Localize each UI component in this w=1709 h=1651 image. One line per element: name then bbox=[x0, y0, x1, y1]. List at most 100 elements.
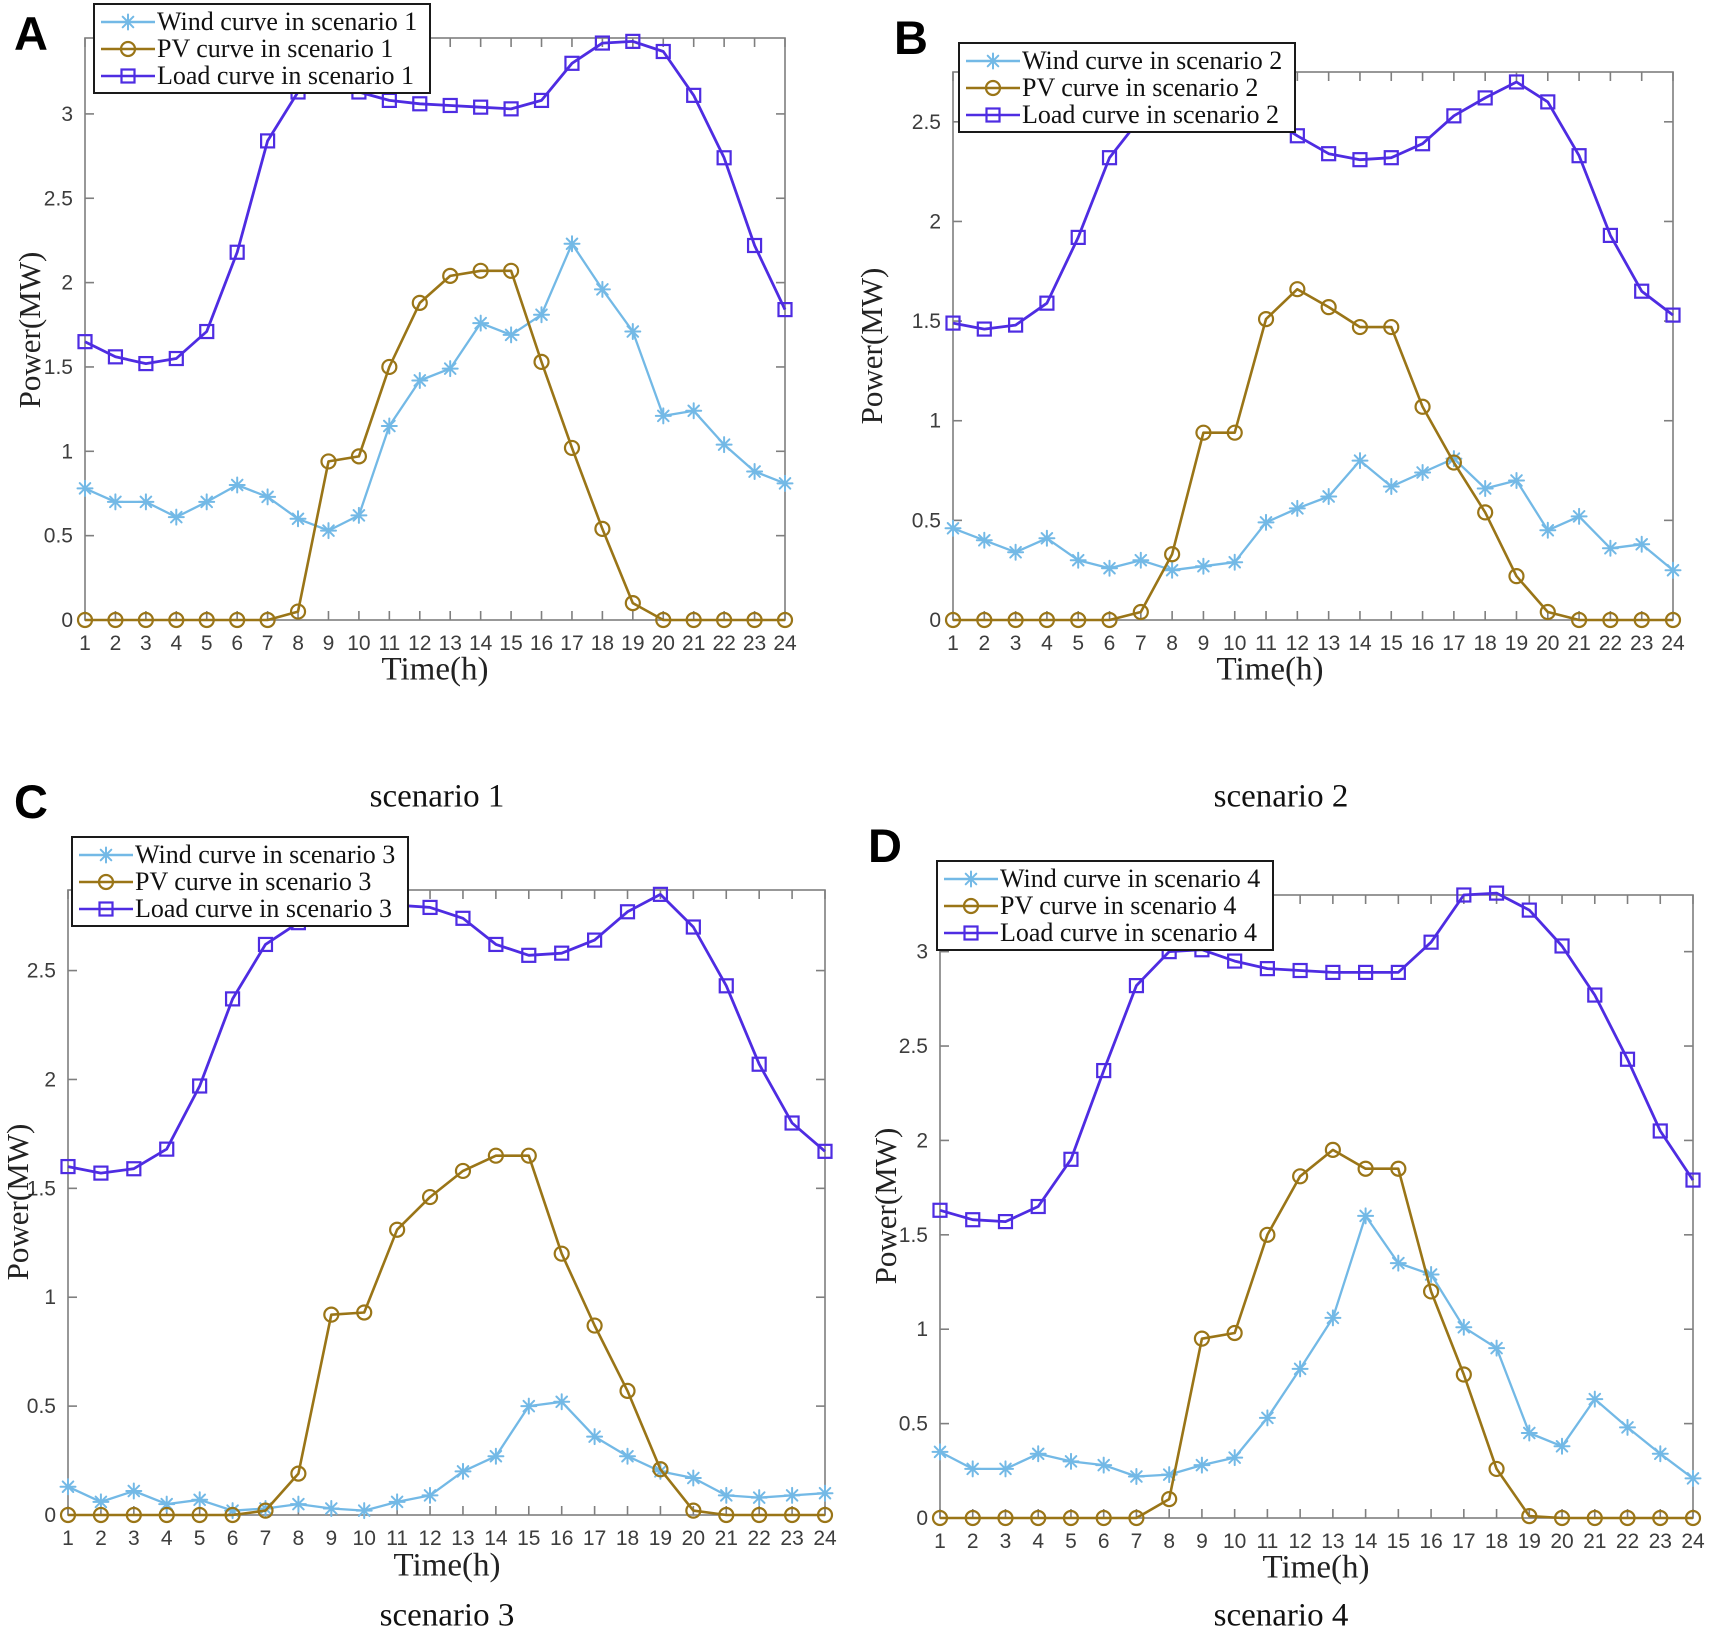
x-tick-label: 19 bbox=[1518, 1530, 1541, 1553]
asterisk-marker bbox=[1619, 1418, 1636, 1436]
legend-panel-c: Wind curve in scenario 3 PV curve in sce… bbox=[71, 836, 410, 927]
circle-marker bbox=[1414, 398, 1431, 415]
square-marker bbox=[652, 886, 669, 902]
x-tick-label: 18 bbox=[1473, 632, 1496, 655]
circle-marker bbox=[1477, 504, 1494, 521]
plot-frame bbox=[67, 889, 826, 1516]
circle-marker bbox=[984, 79, 1002, 96]
asterisk-marker bbox=[1007, 543, 1025, 561]
square-marker bbox=[1008, 317, 1024, 333]
square-marker bbox=[1652, 1123, 1668, 1139]
circle-marker bbox=[563, 439, 581, 457]
circle-marker bbox=[487, 1147, 504, 1164]
circle-marker bbox=[1324, 1141, 1341, 1158]
x-tick-label: 11 bbox=[386, 1527, 408, 1550]
asterisk-marker bbox=[563, 235, 581, 253]
asterisk-marker bbox=[1062, 1452, 1080, 1470]
circle-marker bbox=[685, 611, 702, 629]
asterisk-marker bbox=[1320, 488, 1338, 505]
circle-marker bbox=[259, 611, 276, 629]
square-marker bbox=[1128, 978, 1145, 994]
square-marker bbox=[1540, 94, 1556, 110]
square-marker bbox=[564, 55, 580, 71]
asterisk-marker bbox=[750, 1489, 768, 1507]
x-tick-label: 22 bbox=[1616, 1530, 1639, 1553]
y-tick-label: 2 bbox=[61, 272, 73, 295]
x-tick-label: 9 bbox=[325, 1527, 337, 1550]
circle-marker bbox=[1062, 1509, 1080, 1527]
x-tick-label: 1 bbox=[62, 1527, 74, 1550]
square-marker bbox=[199, 323, 215, 340]
square-marker bbox=[1554, 938, 1570, 954]
asterisk-marker bbox=[421, 1486, 439, 1504]
asterisk-marker bbox=[76, 479, 94, 497]
legend-item: Load curve in scenario 4 bbox=[942, 919, 1260, 946]
circle-marker bbox=[158, 1506, 175, 1524]
x-tick-label: 24 bbox=[813, 1527, 837, 1550]
asterisk-marker bbox=[1038, 529, 1056, 547]
x-tick-label: 6 bbox=[231, 632, 243, 655]
circle-marker bbox=[1521, 1508, 1538, 1525]
square-marker bbox=[751, 1056, 767, 1072]
circle-marker bbox=[411, 294, 428, 311]
x-tick-label: 7 bbox=[262, 632, 274, 655]
pv-series bbox=[76, 262, 794, 629]
x-tick-label: 22 bbox=[712, 632, 735, 655]
asterisk-marker bbox=[198, 493, 216, 511]
square-marker bbox=[473, 99, 489, 115]
series-line bbox=[952, 80, 1674, 331]
circle-marker bbox=[1257, 310, 1275, 328]
asterisk-marker bbox=[1127, 1468, 1145, 1485]
y-tick-label: 0.5 bbox=[44, 525, 73, 548]
square-marker bbox=[229, 244, 245, 260]
square-marker bbox=[655, 43, 671, 60]
circle-marker bbox=[816, 1506, 834, 1524]
y-tick-label: 1 bbox=[929, 410, 941, 433]
y-tick-label: 1 bbox=[916, 1318, 928, 1341]
y-tick-label: 2.5 bbox=[912, 111, 941, 134]
asterisk-marker bbox=[1029, 1445, 1047, 1463]
square-marker bbox=[1325, 964, 1341, 981]
circle-marker bbox=[168, 611, 185, 629]
asterisk-marker bbox=[1193, 1456, 1211, 1474]
x-axis-label-d: Time(h) bbox=[1262, 1549, 1370, 1586]
pv-line-marker-icon bbox=[966, 79, 1020, 96]
asterisk-marker bbox=[715, 436, 733, 454]
asterisk-marker bbox=[1455, 1318, 1473, 1336]
square-marker bbox=[1446, 108, 1462, 124]
square-marker bbox=[260, 133, 276, 149]
legend-label: PV curve in scenario 3 bbox=[135, 866, 372, 896]
asterisk-marker bbox=[619, 1447, 636, 1465]
asterisk-marker bbox=[119, 13, 137, 30]
asterisk-marker bbox=[593, 280, 611, 298]
x-tick-label: 18 bbox=[591, 632, 614, 655]
x-tick-label: 5 bbox=[1065, 1530, 1077, 1553]
asterisk-marker bbox=[1539, 521, 1557, 539]
x-tick-label: 21 bbox=[1567, 632, 1590, 655]
legend-label: PV curve in scenario 1 bbox=[157, 33, 394, 63]
asterisk-marker bbox=[59, 1478, 77, 1496]
x-tick-label: 14 bbox=[469, 632, 493, 655]
circle-marker bbox=[1445, 454, 1462, 471]
y-tick-label: 3 bbox=[916, 941, 928, 964]
asterisk-marker bbox=[1488, 1339, 1506, 1357]
circle-marker bbox=[191, 1506, 208, 1524]
x-tick-label: 10 bbox=[1223, 1530, 1246, 1553]
x-tick-label: 15 bbox=[1380, 632, 1403, 655]
x-tick-label: 4 bbox=[1041, 632, 1053, 655]
y-tick-label: 0 bbox=[929, 609, 941, 632]
wind-line-marker-icon bbox=[944, 870, 998, 887]
x-tick-label: 18 bbox=[616, 1527, 639, 1550]
x-tick-label: 10 bbox=[1223, 632, 1246, 655]
y-tick-label: 0 bbox=[916, 1507, 928, 1530]
wind-series bbox=[931, 1207, 1702, 1487]
circle-marker bbox=[257, 1502, 274, 1519]
x-tick-label: 19 bbox=[621, 632, 644, 655]
series-line bbox=[940, 1148, 1693, 1520]
asterisk-marker bbox=[1257, 513, 1275, 531]
asterisk-marker bbox=[931, 1443, 949, 1461]
square-marker bbox=[257, 936, 274, 953]
circle-marker bbox=[1226, 1324, 1243, 1342]
circle-marker bbox=[1684, 1509, 1702, 1527]
